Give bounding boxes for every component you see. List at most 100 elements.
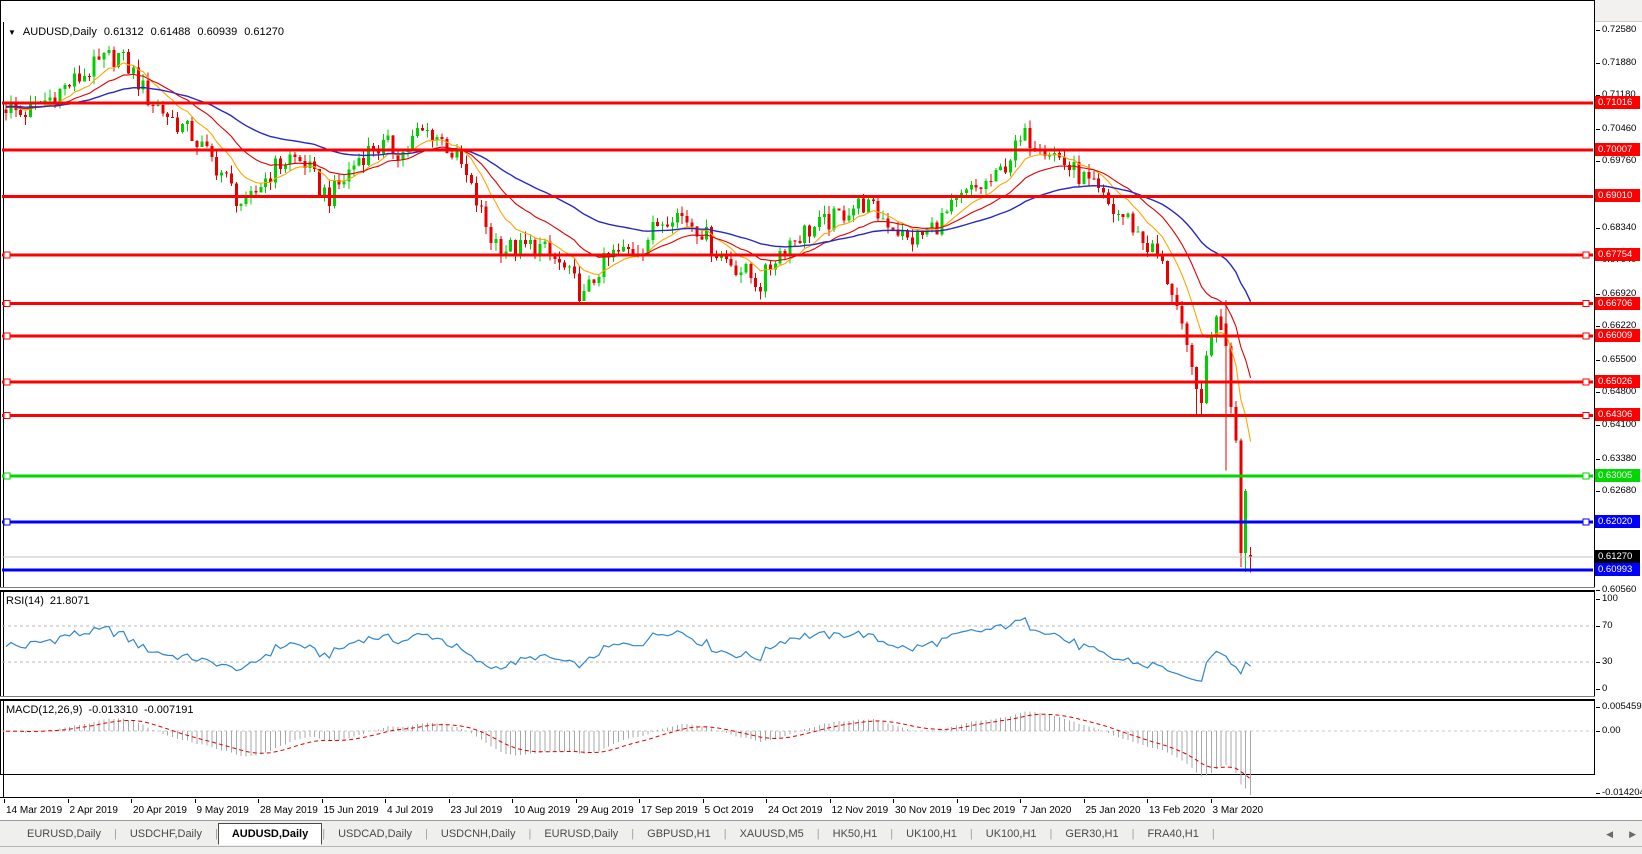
price-tick-label: 0.63380 bbox=[1602, 452, 1637, 464]
tab-9-uk100-h1[interactable]: UK100,H1 bbox=[906, 827, 957, 840]
macd-tick-label: 0.00 bbox=[1602, 724, 1621, 736]
date-tick-label: 3 Mar 2020 bbox=[1212, 805, 1264, 816]
price-tick-label: 0.64100 bbox=[1602, 419, 1637, 431]
axis-tick-mark bbox=[1596, 689, 1600, 690]
tab-5-eurusd-daily[interactable]: EURUSD,Daily bbox=[544, 827, 619, 840]
arrow-left-icon[interactable]: ◀ bbox=[1606, 828, 1614, 839]
axis-tick-mark bbox=[1596, 662, 1600, 663]
axis-tick-mark bbox=[1596, 128, 1600, 130]
ohlc-high: 0.61488 bbox=[150, 26, 191, 38]
tab-8-hk50-h1[interactable]: HK50,H1 bbox=[832, 827, 878, 840]
date-tick-label: 25 Jan 2020 bbox=[1085, 805, 1141, 816]
chart-tabs: EURUSD,Daily | USDCHF,Daily | AUDUSD,Daily | U… bbox=[14, 822, 1215, 845]
panel-splitter[interactable] bbox=[0, 696, 1595, 701]
axis-tick-mark bbox=[1596, 30, 1600, 31]
macd-panel[interactable] bbox=[0, 701, 1595, 797]
line-handle[interactable] bbox=[1582, 251, 1590, 259]
date-tick-mark bbox=[512, 799, 513, 803]
tab-separator: | bbox=[214, 827, 218, 840]
panel-splitter[interactable] bbox=[0, 587, 1595, 592]
tab-3-usdcad-daily[interactable]: USDCAD,Daily bbox=[338, 827, 413, 840]
rsi-value: 21.8071 bbox=[49, 595, 90, 607]
tab-0-eurusd-daily[interactable]: EURUSD,Daily bbox=[27, 827, 101, 840]
tab-separator: | bbox=[1131, 827, 1135, 840]
date-tick-label: 20 Apr 2019 bbox=[133, 805, 187, 816]
axis-tick-mark bbox=[1596, 793, 1600, 794]
macd-signal-value: -0.007191 bbox=[143, 704, 194, 716]
price-line-label: 0.63005 bbox=[1595, 469, 1640, 483]
tab-7-xauusd-m5[interactable]: XAUUSD,M5 bbox=[739, 827, 804, 840]
current-price-label: 0.61270 bbox=[1595, 549, 1640, 563]
line-handle[interactable] bbox=[1582, 332, 1590, 340]
date-tick-mark bbox=[4, 799, 5, 803]
price-tick-label: 0.71180 bbox=[1602, 89, 1636, 101]
line-handle[interactable] bbox=[1582, 378, 1590, 386]
date-tick-mark bbox=[893, 799, 894, 803]
price-tick-label: 0.65500 bbox=[1602, 353, 1637, 365]
line-handle[interactable] bbox=[1582, 300, 1590, 308]
date-tick-label: 19 Dec 2019 bbox=[958, 805, 1016, 816]
macd-main-value: -0.013310 bbox=[88, 704, 138, 716]
line-handle[interactable] bbox=[1582, 518, 1590, 526]
macd-tick-label: 0.005459 bbox=[1602, 701, 1642, 712]
date-tick-label: 14 Mar 2019 bbox=[6, 805, 63, 816]
axis-tick-mark bbox=[1596, 392, 1600, 394]
date-axis[interactable]: 14 Mar 2019 2 Apr 2019 20 Apr 2019 9 May 20… bbox=[0, 797, 1642, 820]
axis-tick-mark bbox=[1596, 326, 1600, 328]
collapse-triangle-icon[interactable]: ▼ bbox=[8, 28, 16, 37]
date-tick-mark bbox=[67, 799, 69, 803]
axis-tick-mark bbox=[1596, 227, 1600, 229]
tab-separator: | bbox=[723, 827, 727, 840]
tab-separator: | bbox=[528, 827, 532, 840]
line-handle[interactable] bbox=[3, 412, 11, 419]
axis-tick-mark bbox=[1596, 293, 1600, 295]
axis-tick-mark bbox=[1596, 626, 1600, 627]
price-axis[interactable]: 0.72580 0.71880 0.71180 0.70460 0.69760 0.683… bbox=[1595, 22, 1642, 798]
date-tick-label: 5 Oct 2019 bbox=[704, 805, 754, 816]
line-handle[interactable] bbox=[3, 300, 11, 308]
date-tick-mark bbox=[1020, 799, 1021, 803]
price-line-label: 0.62020 bbox=[1595, 514, 1640, 528]
chart-title: ▼ AUDUSD,Daily 0.61312 0.61488 0.60939 0.6127… bbox=[8, 26, 291, 38]
macd-name: MACD(12,26,9) bbox=[6, 704, 83, 716]
date-tick-label: 7 Jan 2020 bbox=[1022, 805, 1072, 816]
line-handle[interactable] bbox=[3, 378, 11, 386]
main-price-chart[interactable] bbox=[0, 23, 1595, 587]
tab-11-ger30-h1[interactable]: GER30,H1 bbox=[1065, 827, 1119, 840]
line-handle[interactable] bbox=[3, 332, 11, 340]
price-tick-label: 0.64800 bbox=[1602, 386, 1637, 398]
price-line-label: 0.69010 bbox=[1595, 189, 1640, 203]
rsi-tick-label: 70 bbox=[1602, 620, 1613, 631]
date-tick-mark bbox=[1083, 799, 1085, 803]
tab-4-usdcnh-daily[interactable]: USDCNH,Daily bbox=[440, 827, 516, 840]
tab-2-audusd-daily[interactable]: AUDUSD,Daily bbox=[217, 822, 323, 845]
axis-tick-mark bbox=[1596, 95, 1600, 97]
date-tick-mark bbox=[956, 799, 958, 803]
date-tick-label: 13 Feb 2020 bbox=[1149, 805, 1206, 816]
axis-tick-mark bbox=[1596, 359, 1600, 361]
arrow-right-icon[interactable]: ▶ bbox=[1629, 828, 1636, 839]
rsi-panel[interactable] bbox=[0, 592, 1595, 696]
tab-6-gbpusd-h1[interactable]: GBPUSD,H1 bbox=[647, 827, 711, 840]
price-line-label: 0.65026 bbox=[1595, 374, 1640, 388]
tab-1-usdchf-daily[interactable]: USDCHF,Daily bbox=[129, 827, 202, 840]
line-handle[interactable] bbox=[1582, 412, 1590, 419]
line-handle[interactable] bbox=[3, 518, 11, 526]
tab-separator: | bbox=[816, 827, 820, 840]
date-tick-mark bbox=[448, 799, 450, 803]
line-handle[interactable] bbox=[3, 472, 11, 480]
moving-average-fast bbox=[5, 62, 1252, 442]
price-line-label: 0.70007 bbox=[1595, 142, 1640, 156]
rsi-tick-label: 100 bbox=[1602, 593, 1618, 604]
tab-10-uk100-h1[interactable]: UK100,H1 bbox=[985, 827, 1037, 840]
tab-separator: | bbox=[113, 827, 117, 840]
ohlc-open: 0.61312 bbox=[103, 26, 144, 38]
tab-separator: | bbox=[890, 827, 894, 840]
tab-separator: | bbox=[425, 827, 428, 840]
chart-symbol-label: AUDUSD,Daily bbox=[22, 26, 97, 38]
line-handle[interactable] bbox=[3, 251, 11, 259]
date-tick-label: 4 Jul 2019 bbox=[387, 805, 434, 816]
tab-12-fra40-h1[interactable]: FRA40,H1 bbox=[1147, 827, 1199, 840]
date-tick-label: 28 May 2019 bbox=[260, 805, 318, 816]
line-handle[interactable] bbox=[1582, 472, 1590, 480]
